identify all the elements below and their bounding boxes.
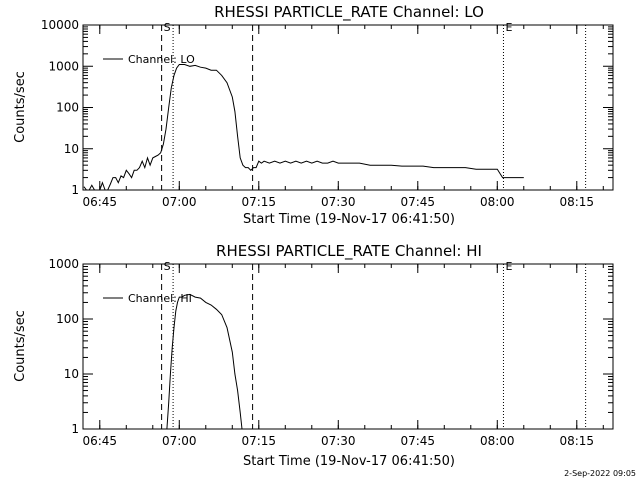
y-tick-label: 1 (71, 183, 79, 197)
x-tick-label: 07:15 (241, 195, 276, 209)
legend: Channel: HI (103, 292, 192, 305)
x-tick-label: 07:30 (321, 195, 356, 209)
x-axis-label: Start Time (19-Nov-17 06:41:50) (243, 454, 455, 469)
x-tick-label: 08:00 (480, 195, 515, 209)
x-tick-label: 07:30 (321, 434, 356, 448)
plot-frame (82, 263, 614, 430)
legend: Channel: LO (103, 53, 195, 66)
y-tick-label: 10 (64, 367, 79, 381)
y-tick-label: 1000 (48, 257, 79, 271)
x-axis-label: Start Time (19-Nov-17 06:41:50) (243, 212, 455, 227)
series-group (166, 293, 243, 430)
series-line (166, 293, 243, 430)
series-group (83, 64, 524, 191)
x-tick-label: 07:45 (400, 434, 435, 448)
y-tick-label: 1000 (48, 59, 79, 73)
marker-label: E (505, 260, 512, 273)
y-tick-label: 10 (64, 142, 79, 156)
x-tick-label: 07:00 (162, 195, 197, 209)
plot-frame (82, 24, 614, 191)
chart-title: RHESSI PARTICLE_RATE Channel: HI (216, 242, 482, 261)
marker-label: S (164, 21, 171, 34)
x-tick-label: 07:45 (400, 195, 435, 209)
chart-title: RHESSI PARTICLE_RATE Channel: LO (214, 3, 484, 22)
x-tick-label: 06:45 (82, 434, 117, 448)
y-axis: 1 10 100 1000 (48, 257, 613, 436)
x-tick-label: 07:00 (162, 434, 197, 448)
y-axis: 1 10 100 1000 10000 (41, 18, 613, 197)
y-axis-label: Counts/sec (13, 310, 28, 382)
x-tick-label: 07:15 (241, 434, 276, 448)
y-axis-label: Counts/sec (13, 71, 28, 143)
series-line (83, 64, 524, 191)
x-tick-label: 08:00 (480, 434, 515, 448)
y-tick-label: 10000 (41, 18, 79, 32)
chart-panel-lo: RHESSI PARTICLE_RATE Channel: LO 06:45 07… (13, 3, 614, 227)
timestamp: 2-Sep-2022 09:05 (564, 469, 636, 478)
x-tick-label: 06:45 (82, 195, 117, 209)
x-axis: 06:45 07:00 07:15 07:30 07:45 08:00 08:15 (82, 25, 604, 209)
x-axis: 06:45 07:00 07:15 07:30 07:45 08:00 08:15 (82, 264, 604, 448)
x-tick-label: 08:15 (559, 195, 594, 209)
y-tick-label: 100 (56, 101, 79, 115)
legend-entry: Channel: LO (128, 53, 195, 66)
marker-label: S (164, 260, 171, 273)
marker-label: E (505, 21, 512, 34)
x-tick-label: 08:15 (559, 434, 594, 448)
y-tick-label: 100 (56, 312, 79, 326)
y-tick-label: 1 (71, 422, 79, 436)
chart-panel-hi: RHESSI PARTICLE_RATE Channel: HI 06:45 07… (13, 242, 614, 469)
legend-entry: Channel: HI (128, 292, 192, 305)
